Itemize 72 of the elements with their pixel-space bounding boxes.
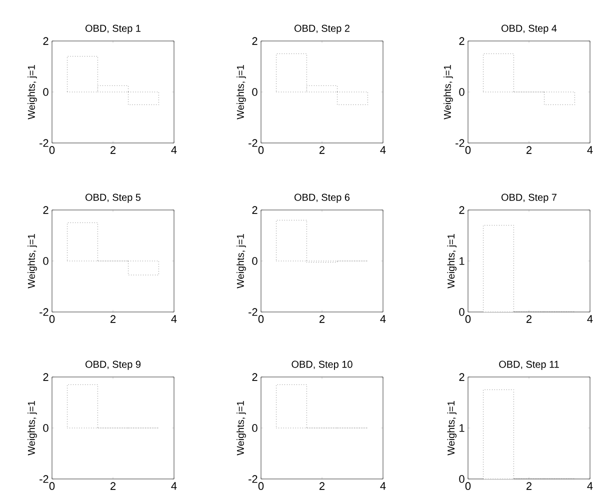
chart-title: OBD, Step 4 bbox=[502, 24, 557, 34]
x-tick-label: 0 bbox=[465, 315, 471, 323]
y-tick-label: 0 bbox=[252, 88, 258, 96]
x-tick-label: 2 bbox=[110, 482, 116, 490]
y-tick-label: -2 bbox=[248, 139, 258, 147]
x-tick-label: 0 bbox=[465, 482, 471, 490]
y-tick-label: -2 bbox=[40, 475, 48, 483]
y-tick-label: -2 bbox=[456, 139, 464, 147]
chart-title: OBD, Step 1 bbox=[86, 24, 140, 34]
x-tick-label: 2 bbox=[320, 315, 325, 323]
y-tick-label: 0 bbox=[43, 88, 48, 96]
x-tick-label: 0 bbox=[49, 146, 55, 154]
y-tick-label: 2 bbox=[459, 37, 464, 45]
x-tick-label: 2 bbox=[110, 315, 116, 323]
x-tick-label: 0 bbox=[49, 482, 55, 490]
x-tick-label: 2 bbox=[526, 482, 532, 490]
x-tick-label: 4 bbox=[380, 315, 386, 323]
x-tick-label: 4 bbox=[380, 482, 386, 490]
y-tick-label: 0 bbox=[43, 257, 48, 265]
x-tick-label: 4 bbox=[171, 315, 177, 323]
y-axis-title: Weights, j=1 bbox=[28, 234, 37, 288]
x-tick-label: 0 bbox=[49, 315, 55, 323]
y-tick-label: 2 bbox=[252, 373, 258, 381]
y-tick-label: 1 bbox=[460, 424, 464, 432]
y-tick-label: 0 bbox=[252, 257, 258, 265]
y-tick-label: 0 bbox=[43, 424, 48, 432]
y-tick-label: -2 bbox=[248, 475, 258, 483]
x-tick-label: 2 bbox=[320, 482, 325, 490]
x-tick-label: 2 bbox=[320, 146, 325, 154]
x-tick-label: 0 bbox=[258, 315, 264, 323]
x-tick-label: 4 bbox=[587, 146, 593, 154]
y-tick-label: 2 bbox=[43, 37, 48, 45]
y-tick-label: -2 bbox=[40, 139, 48, 147]
chart-title: OBD, Step 11 bbox=[499, 360, 559, 370]
x-tick-label: 2 bbox=[526, 146, 532, 154]
y-axis-title: Weights, j=1 bbox=[447, 234, 457, 288]
y-tick-label: -2 bbox=[40, 308, 48, 316]
x-tick-label: 0 bbox=[258, 146, 264, 154]
chart-title: OBD, Step 2 bbox=[294, 24, 350, 34]
x-tick-label: 4 bbox=[171, 146, 177, 154]
x-tick-label: 0 bbox=[465, 146, 471, 154]
y-tick-label: 1 bbox=[460, 257, 464, 265]
y-axis-title: Weights, j=1 bbox=[447, 401, 457, 456]
chart-title: OBD, Step 10 bbox=[292, 360, 352, 370]
chart-title: OBD, Step 6 bbox=[294, 194, 350, 203]
chart-title: OBD, Step 9 bbox=[86, 360, 140, 370]
y-tick-label: -2 bbox=[248, 308, 258, 316]
y-tick-label: 2 bbox=[252, 206, 258, 214]
y-axis-title: Weights, j=1 bbox=[236, 65, 246, 120]
y-axis-title: Weights, j=1 bbox=[236, 401, 246, 456]
chart-title: OBD, Step 5 bbox=[86, 194, 141, 203]
y-axis-title: Weights, j=1 bbox=[28, 65, 37, 120]
x-tick-label: 2 bbox=[110, 146, 116, 154]
x-tick-label: 4 bbox=[171, 482, 177, 490]
x-tick-label: 2 bbox=[526, 315, 532, 323]
y-tick-label: 0 bbox=[459, 475, 464, 483]
y-tick-label: 2 bbox=[459, 373, 464, 381]
y-tick-label: 2 bbox=[459, 206, 464, 214]
x-tick-label: 4 bbox=[380, 146, 386, 154]
x-tick-label: 4 bbox=[587, 482, 593, 490]
y-tick-label: 0 bbox=[459, 308, 464, 316]
y-tick-label: 0 bbox=[252, 424, 258, 432]
y-tick-label: 2 bbox=[43, 373, 48, 381]
y-tick-label: 0 bbox=[459, 88, 464, 96]
chart-title: OBD, Step 7 bbox=[502, 194, 556, 203]
y-tick-label: 2 bbox=[43, 206, 48, 214]
y-tick-label: 2 bbox=[252, 37, 258, 45]
y-axis-title: Weights, j=1 bbox=[236, 234, 246, 288]
y-axis-title: Weights, j=1 bbox=[444, 65, 453, 120]
y-axis-title: Weights, j=1 bbox=[28, 401, 37, 456]
x-tick-label: 4 bbox=[587, 315, 593, 323]
x-tick-label: 0 bbox=[258, 482, 264, 490]
